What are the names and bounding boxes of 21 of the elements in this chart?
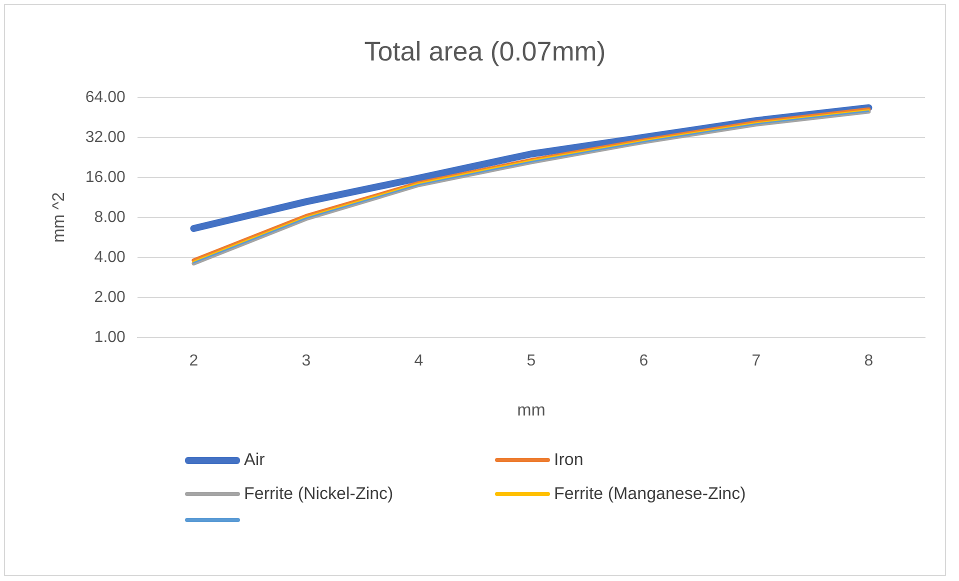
y-tick-label: 8.00 xyxy=(94,208,126,226)
x-tick-label: 2 xyxy=(189,352,198,370)
y-tick-label: 4.00 xyxy=(94,248,126,266)
legend-label: Iron xyxy=(554,450,584,470)
y-tick-label: 64.00 xyxy=(85,88,126,106)
x-tick-label: 4 xyxy=(414,352,424,370)
legend-label: Ferrite (Manganese-Zinc) xyxy=(554,484,746,504)
x-tick-label: 7 xyxy=(752,352,761,370)
x-tick-label: 5 xyxy=(526,352,536,370)
x-tick-label: 8 xyxy=(864,352,874,370)
y-tick-label: 2.00 xyxy=(94,288,126,306)
x-axis-title: mm xyxy=(517,400,546,420)
y-tick-label: 16.00 xyxy=(85,168,126,186)
legend-label: Ferrite (Nickel-Zinc) xyxy=(244,484,394,504)
y-axis-title: mm ^2 xyxy=(48,192,68,243)
x-tick-label: 6 xyxy=(639,352,648,370)
y-tick-label: 32.00 xyxy=(85,128,126,146)
legend-label: Air xyxy=(244,450,265,470)
y-tick-label: 1.00 xyxy=(94,328,126,346)
x-tick-label: 3 xyxy=(302,352,311,370)
chart-title: Total area (0.07mm) xyxy=(364,36,606,67)
